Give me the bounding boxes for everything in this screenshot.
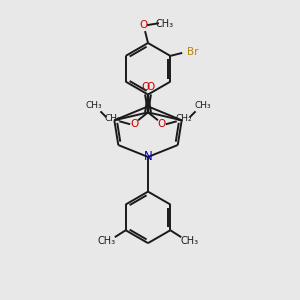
Text: CH₃: CH₃ [156, 19, 174, 29]
Text: N: N [144, 150, 152, 164]
Text: O: O [147, 82, 155, 92]
Text: Br: Br [188, 47, 199, 57]
Text: CH₂: CH₂ [176, 114, 192, 123]
Text: CH₃: CH₃ [85, 101, 102, 110]
Text: O: O [130, 119, 138, 129]
Text: CH₃: CH₃ [194, 101, 211, 110]
Text: CH₃: CH₃ [180, 236, 198, 246]
Text: O: O [141, 82, 149, 92]
Text: O: O [139, 20, 147, 30]
Text: CH₃: CH₃ [98, 236, 116, 246]
Text: CH₂: CH₂ [104, 114, 121, 123]
Text: O: O [158, 119, 166, 129]
